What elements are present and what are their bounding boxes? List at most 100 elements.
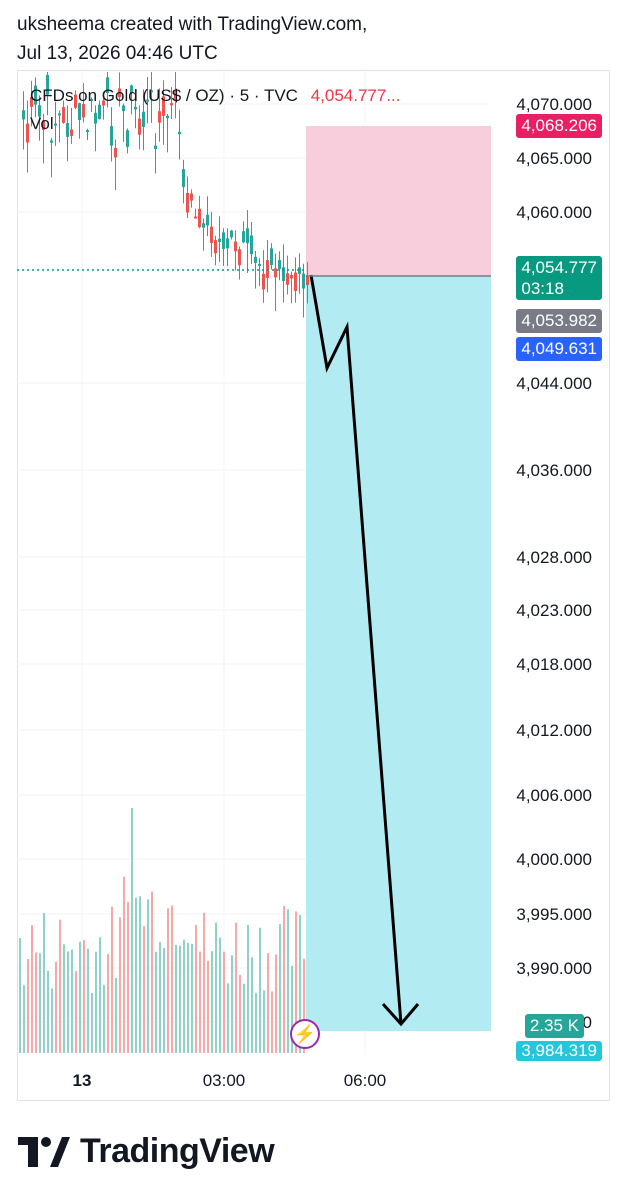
tradingview-logo-icon [18,1136,70,1167]
candle-body [38,105,41,117]
time-tick-label: 06:00 [344,1071,387,1090]
volume-bar [91,992,93,1053]
candle-body [198,208,201,228]
candle-body [94,112,97,124]
candle-body [186,193,189,213]
volume-bar [191,943,193,1053]
volume-bar [51,988,53,1053]
lightning-icon[interactable]: ⚡ [290,1019,320,1049]
volume-bar [31,925,33,1053]
volume-bar [263,990,265,1053]
volume-bar [227,983,229,1053]
candle-body [226,238,229,249]
time-tick-label: 13 [73,1071,92,1090]
volume-bar [231,955,233,1053]
volume-bar [95,951,97,1053]
volume-bar [131,808,133,1053]
volume-bar [87,948,89,1053]
volume-bar [75,971,77,1053]
date-line: Jul 13, 2026 04:46 UTC [17,43,218,64]
volume-bar [207,960,209,1053]
brand-name: TradingView [80,1132,275,1170]
candle-body [66,123,69,137]
candle-body [230,230,233,238]
volume-bar [171,905,173,1053]
volume-bar [303,958,305,1053]
candle-body [222,232,225,249]
candle-body [146,99,149,102]
candle-body [106,77,109,94]
candle-body [294,272,297,292]
candle-body [50,140,53,143]
volume-bar [267,953,269,1053]
volume-bar [275,954,277,1053]
price-tick-label: 3,995.000 [516,905,592,924]
candle-body [258,263,261,266]
candle-body [242,231,245,243]
candle-body [154,145,157,149]
hand-drawn-arrow[interactable] [309,274,420,1027]
volume-bar [103,985,105,1053]
tradingview-footer: TradingView [18,1132,275,1171]
candle-body [194,216,197,219]
candle-body [90,99,93,102]
volume-bar [111,906,113,1053]
volume-bar [35,952,37,1053]
stop-loss-zone[interactable] [306,126,491,276]
blue-price-tag: 4,049.631 [516,337,602,361]
candle-body [282,267,285,281]
volume-bar [59,919,61,1053]
candle-body [202,223,205,228]
candle-body [234,241,237,252]
chart-author-header: uksheema created with TradingView.com, J… [17,10,367,68]
candle-body [122,105,125,112]
symbol-label[interactable]: CFDs on Gold (US$ / OZ) · 5 · TVC [30,86,298,105]
volume-bar [271,991,273,1053]
volume-bar [255,992,257,1053]
author-line: uksheema created with TradingView.com, [17,14,368,35]
candle-body [98,104,101,120]
volume-bar [71,949,73,1053]
entry-price-tag: 4,053.982 [516,309,602,333]
volume-bar [19,938,21,1053]
time-tick-label: 03:00 [203,1071,246,1090]
candle-body [158,111,161,123]
candle-body [46,74,49,95]
candles [22,72,309,318]
volume-bar [235,922,237,1053]
volume-bar [279,924,281,1053]
volume-bar [139,896,141,1053]
candle-body [238,249,241,266]
candle-body [134,106,137,110]
time-axis: 13 03:00 06:00 [73,1071,387,1090]
candle-body [190,193,193,201]
candle-body [118,88,121,98]
volume-bar [299,914,301,1053]
candle-body [246,228,249,244]
volume-bar [83,940,85,1053]
candle-body [130,85,133,94]
volume-bar [163,947,165,1053]
candle-body [34,85,37,105]
volume-bar [123,876,125,1053]
volume-bar [215,922,217,1053]
volume-bar [187,942,189,1053]
volume-bar [67,951,69,1053]
volume-bar [107,954,109,1053]
volume-label[interactable]: Vol [30,114,54,133]
volume-bar [211,951,213,1053]
price-tick-label: 4,060.000 [516,203,592,222]
take-profit-zone[interactable] [306,276,491,1031]
candle-body [266,260,269,278]
volume-bar [55,961,57,1053]
volume-bar [243,983,245,1053]
volume-bar [143,926,145,1053]
candle-body [210,226,213,244]
candle-body [70,129,73,136]
volume-bar [239,974,241,1053]
candle-body [206,214,209,226]
volume-bar [47,970,49,1053]
candle-body [78,103,81,120]
volume-bar [175,944,177,1053]
